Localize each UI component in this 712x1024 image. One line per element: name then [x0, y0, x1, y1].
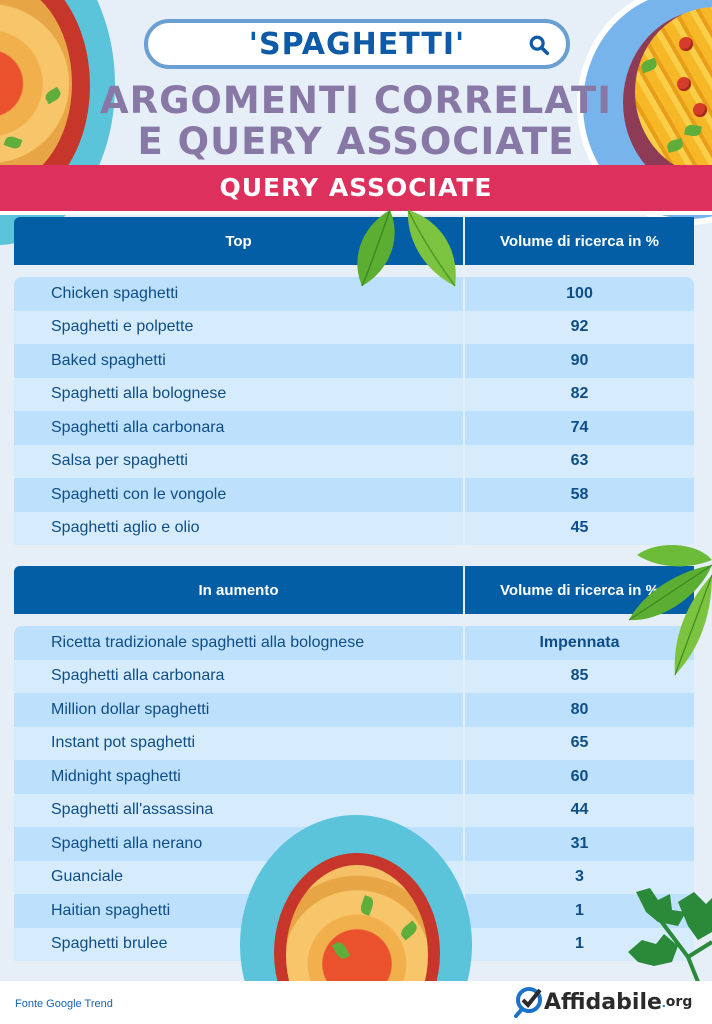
table-row: Spaghetti all'assassina 44: [14, 793, 694, 827]
query-cell: Spaghetti alla carbonara: [14, 411, 463, 445]
query-cell: Ricetta tradizionale spaghetti alla bolo…: [14, 626, 463, 660]
search-query: 'SPAGHETTI': [248, 26, 466, 62]
table-row: Instant pot spaghetti 65: [14, 726, 694, 760]
volume-cell: 100: [465, 277, 694, 311]
logo-wordmark: Affidabile: [544, 989, 662, 1015]
check-magnifier-logo-icon: [514, 987, 542, 1018]
volume-cell: 85: [465, 659, 694, 693]
volume-cell: 90: [465, 344, 694, 378]
volume-cell: 80: [465, 693, 694, 727]
query-cell: Million dollar spaghetti: [14, 693, 463, 727]
volume-cell: 58: [465, 478, 694, 512]
section-banner: [0, 165, 712, 211]
volume-cell: 45: [465, 511, 694, 545]
search-bar[interactable]: 'SPAGHETTI': [144, 19, 570, 69]
query-cell: Spaghetti con le vongole: [14, 478, 463, 512]
query-cell: Instant pot spaghetti: [14, 726, 463, 760]
table-row: Spaghetti e polpette 92: [14, 310, 694, 344]
table-row: Million dollar spaghetti 80: [14, 693, 694, 727]
section-banner-label: QUERY ASSOCIATE: [219, 173, 493, 202]
volume-cell: 74: [465, 411, 694, 445]
volume-cell: Impennata: [465, 626, 694, 660]
page-title-line-1: ARGOMENTI CORRELATI: [99, 79, 613, 122]
affidabile-logo[interactable]: Affidabile . org: [514, 986, 692, 1018]
query-cell: Midnight spaghetti: [14, 760, 463, 794]
query-cell: Spaghetti e polpette: [14, 310, 463, 344]
table-row: Spaghetti aglio e olio 45: [14, 511, 694, 545]
volume-cell: 3: [465, 860, 694, 894]
footer: [0, 981, 712, 1024]
table-row: Baked spaghetti 90: [14, 344, 694, 378]
search-icon[interactable]: [528, 34, 550, 56]
top-queries-table: Top Volume di ricerca in % Chicken spagh…: [14, 217, 694, 545]
volume-cell: 92: [465, 310, 694, 344]
table-body: Ricetta tradizionale spaghetti alla bolo…: [14, 626, 694, 961]
table-row: Salsa per spaghetti 63: [14, 444, 694, 478]
basil-leaves-icon: [357, 209, 456, 287]
banner-divider: [0, 211, 712, 215]
table-row: Midnight spaghetti 60: [14, 760, 694, 794]
table-row: Spaghetti con le vongole 58: [14, 478, 694, 512]
table-row: Chicken spaghetti 100: [14, 277, 694, 311]
query-cell: Baked spaghetti: [14, 344, 463, 378]
volume-cell: 63: [465, 444, 694, 478]
parsley-icon: [628, 888, 712, 982]
query-cell: Spaghetti alla carbonara: [14, 659, 463, 693]
table-body: Chicken spaghetti 100 Spaghetti e polpett…: [14, 277, 694, 545]
query-cell: Chicken spaghetti: [14, 277, 463, 311]
column-header-volume: Volume di ricerca in %: [465, 217, 694, 265]
volume-cell: 65: [465, 726, 694, 760]
page-title-line-2: E QUERY ASSOCIATE: [137, 120, 575, 163]
volume-cell: 82: [465, 377, 694, 411]
basil-sprig-icon: [628, 544, 712, 675]
table-row: Spaghetti alla carbonara 74: [14, 411, 694, 445]
source-label: Fonte Google Trend: [15, 998, 113, 1010]
query-cell: Spaghetti alla bolognese: [14, 377, 463, 411]
query-cell: Salsa per spaghetti: [14, 444, 463, 478]
column-header-rising: In aumento: [14, 566, 463, 614]
logo-tld: org: [665, 994, 693, 1010]
table-row: Ricetta tradizionale spaghetti alla bolo…: [14, 626, 694, 660]
table-header: In aumento Volume di ricerca in %: [14, 566, 694, 614]
rising-queries-table: In aumento Volume di ricerca in % Ricett…: [14, 566, 694, 961]
table-row: Spaghetti alla bolognese 82: [14, 377, 694, 411]
query-cell: Spaghetti aglio e olio: [14, 511, 463, 545]
table-row: Spaghetti alla carbonara 85: [14, 659, 694, 693]
volume-cell: 31: [465, 827, 694, 861]
volume-cell: 44: [465, 793, 694, 827]
logo-dot: .: [661, 994, 666, 1010]
volume-cell: 60: [465, 760, 694, 794]
